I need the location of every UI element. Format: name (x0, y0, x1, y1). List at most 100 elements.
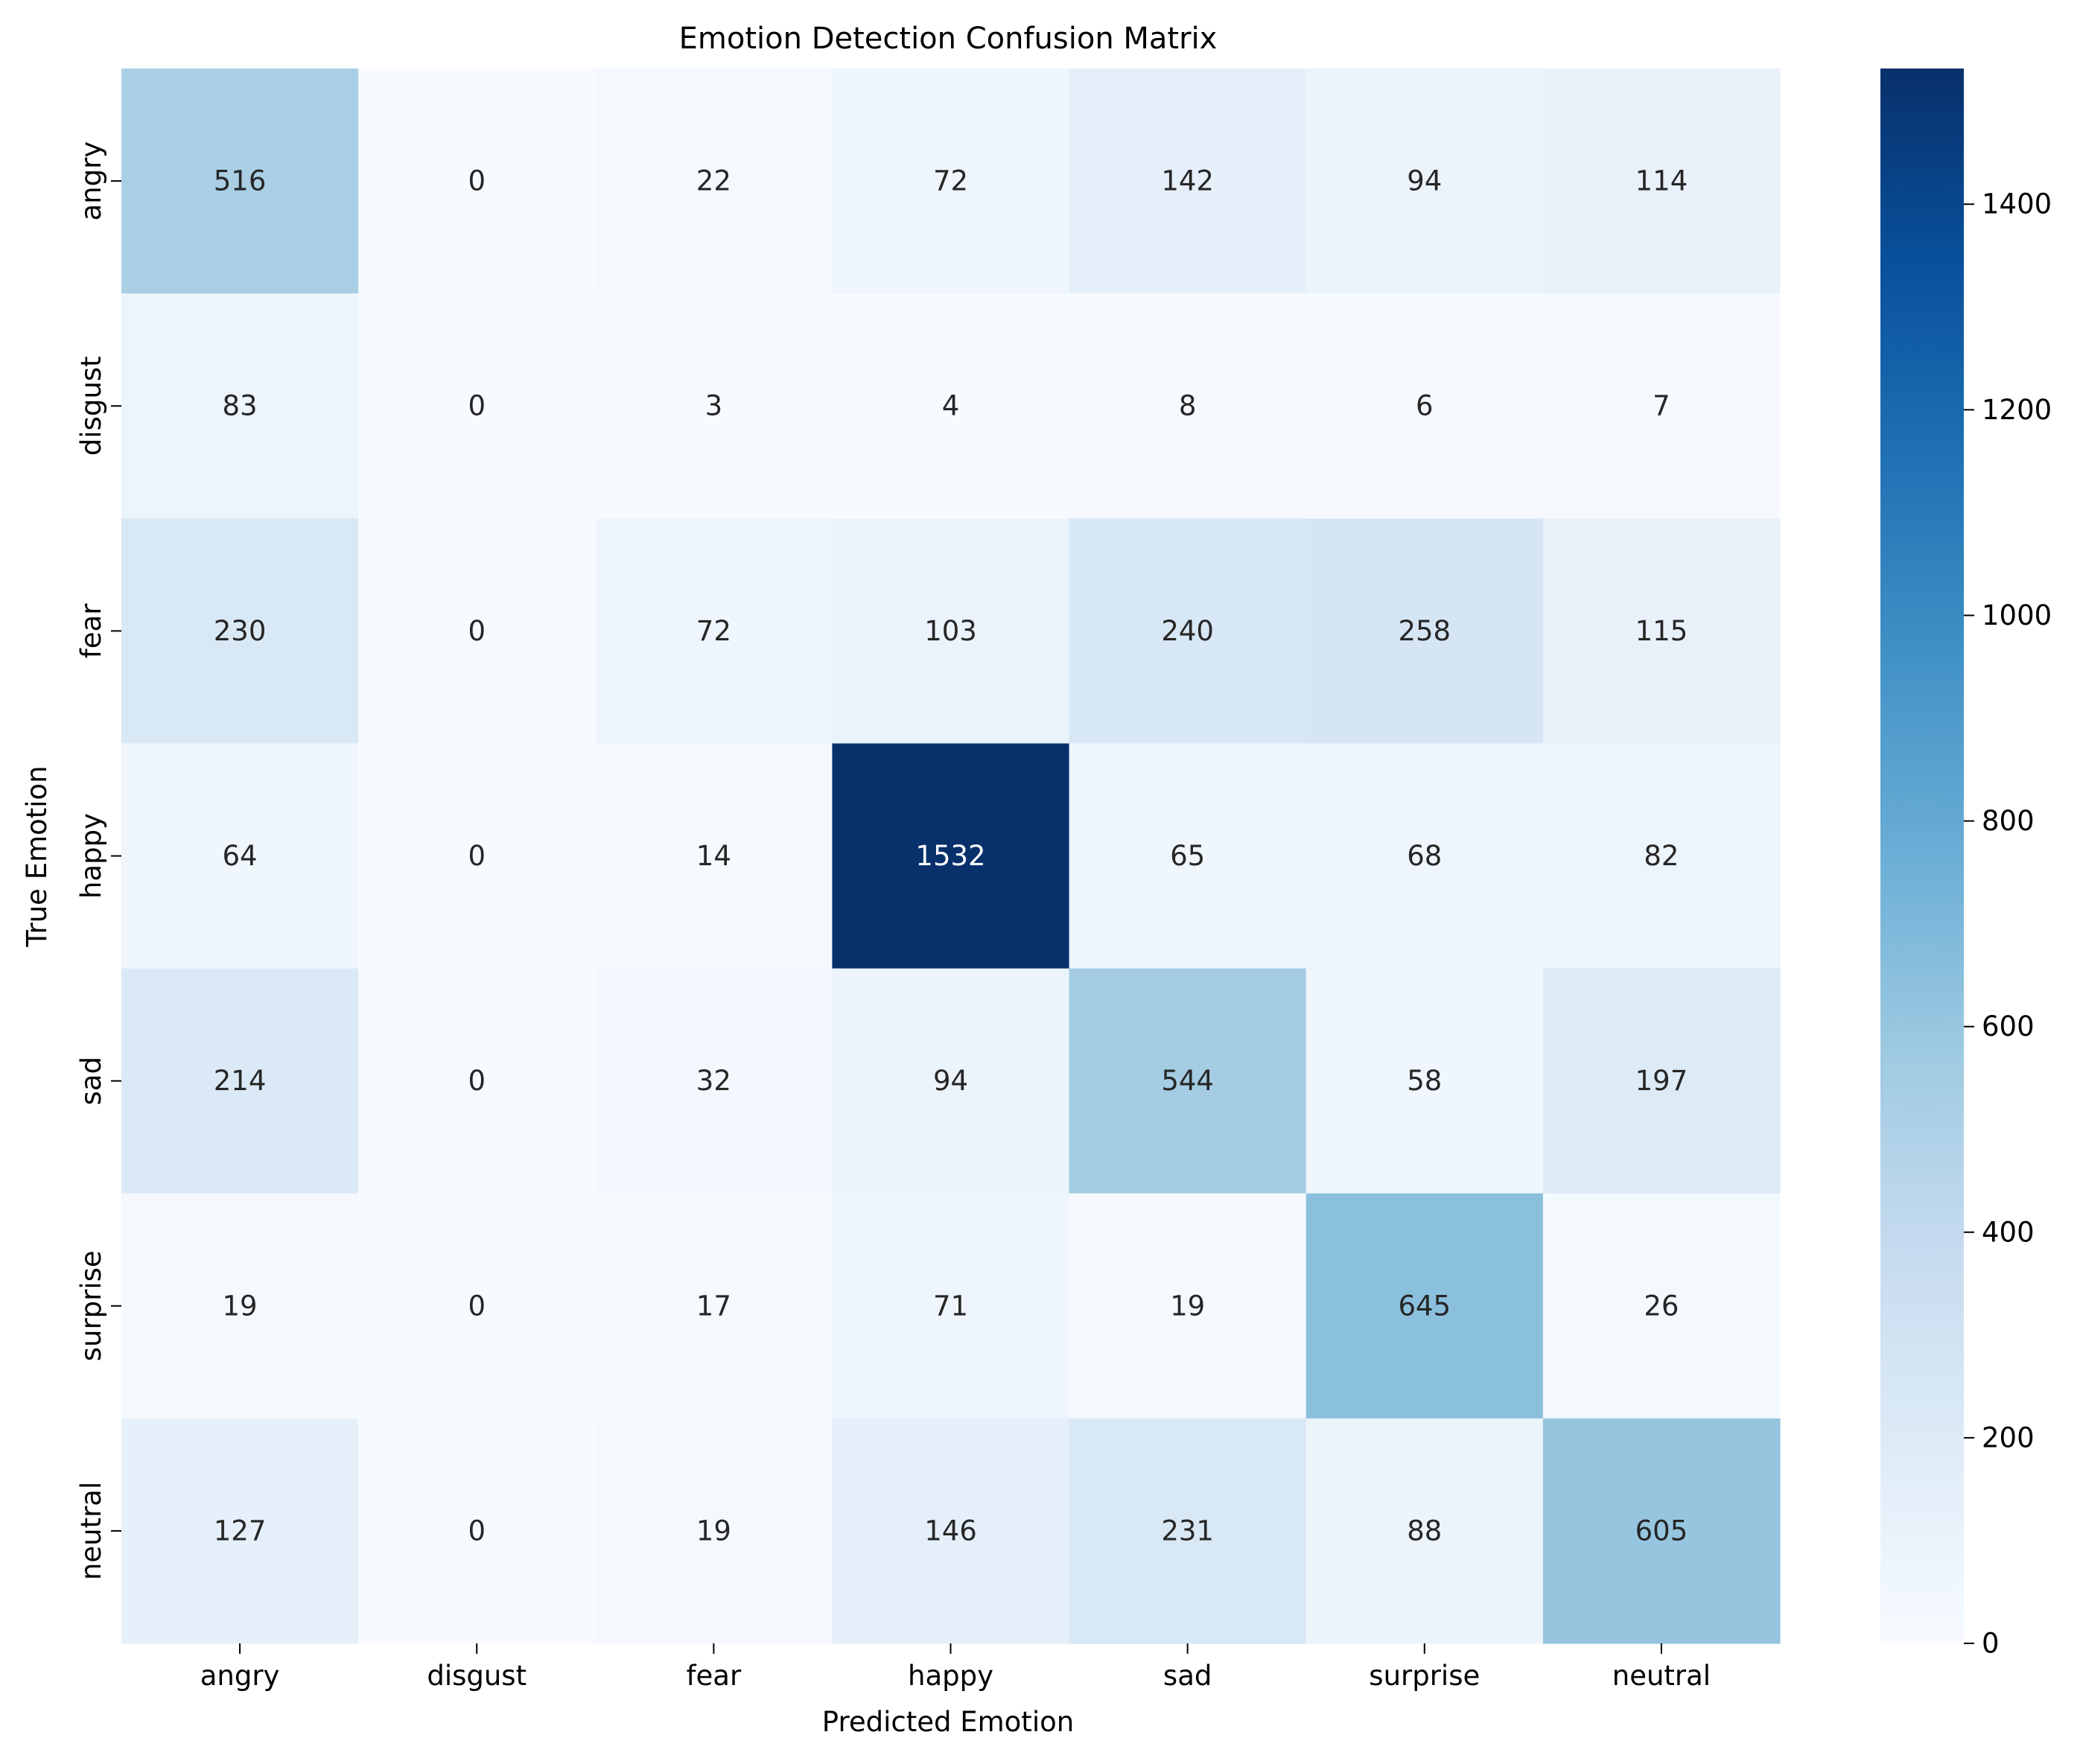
heatmap-cell (595, 69, 833, 294)
y-axis: angry disgust fear happy sad surprise neutral (75, 141, 121, 1580)
cell-value-label: 103 (924, 615, 977, 647)
heatmap-cell (595, 743, 833, 969)
cell-value-label: 231 (1161, 1515, 1214, 1547)
heatmap-cell (121, 293, 359, 519)
x-axis-label: Predicted Emotion (822, 1706, 1074, 1738)
colorbar (1880, 69, 1964, 1643)
y-tick-label: angry (75, 141, 107, 221)
heatmap-cell (121, 518, 359, 745)
cell-value-label: 94 (933, 1065, 968, 1097)
colorbar-tick-label: 1400 (1982, 188, 2052, 220)
colorbar-tick-label: 1200 (1982, 394, 2052, 426)
cell-value-label: 88 (1407, 1515, 1442, 1547)
cell-value-label: 127 (214, 1515, 267, 1547)
y-tick-label: surprise (75, 1250, 107, 1361)
cell-value-label: 605 (1635, 1515, 1688, 1547)
heatmap-cell (1305, 69, 1544, 294)
heatmap-cell (832, 1193, 1070, 1419)
heatmap-cell (1542, 69, 1781, 294)
heatmap-cell (121, 743, 359, 969)
heatmap-cell (832, 293, 1070, 519)
y-tick-label: disgust (75, 356, 107, 456)
cell-value-label: 142 (1161, 165, 1214, 197)
cell-value-label: 0 (468, 390, 486, 422)
cell-value-label: 19 (696, 1515, 731, 1547)
cell-value-label: 6 (1416, 390, 1434, 422)
y-tick-label: neutral (75, 1482, 107, 1580)
heatmap-cell (595, 968, 833, 1194)
cell-value-label: 8 (1179, 390, 1197, 422)
heatmap-cell (1542, 1418, 1781, 1644)
heatmap-cell (1542, 968, 1781, 1194)
cell-value-label: 17 (696, 1290, 731, 1322)
heatmap-cell (1305, 968, 1544, 1194)
colorbar-tick-label: 1000 (1982, 599, 2052, 631)
x-tick-label: disgust (427, 1660, 527, 1692)
cell-value-label: 14 (696, 840, 731, 872)
chart-title: Emotion Detection Confusion Matrix (679, 22, 1218, 56)
heatmap-cell (1305, 743, 1544, 969)
cell-value-label: 58 (1407, 1065, 1442, 1097)
colorbar-tick-label: 400 (1982, 1216, 2035, 1248)
heatmap-cell (358, 968, 596, 1194)
heatmap-cell (121, 1193, 359, 1419)
cell-value-label: 71 (933, 1290, 968, 1322)
heatmap-cell (1305, 1193, 1544, 1419)
cell-value-label: 72 (696, 615, 731, 647)
x-tick-label: happy (908, 1660, 993, 1692)
heatmap-grid: 516 0 22 72 142 94 114 83 0 3 4 8 6 7 230 0 72 103 240 258 1… (121, 69, 1781, 1644)
cell-value-label: 32 (696, 1065, 731, 1097)
cell-value-label: 7 (1653, 390, 1670, 422)
heatmap-cell (595, 1193, 833, 1419)
colorbar-ticks: 0 200 400 600 800 1000 1200 1400 (1964, 188, 2052, 1660)
heatmap-cell (832, 968, 1070, 1194)
heatmap-cell (1069, 293, 1307, 519)
cell-value-label: 19 (223, 1290, 258, 1322)
heatmap-cell (832, 518, 1070, 745)
cell-value-label: 230 (214, 615, 267, 647)
cell-value-label: 115 (1635, 615, 1688, 647)
cell-value-label: 197 (1635, 1065, 1688, 1097)
heatmap-cell (121, 968, 359, 1194)
heatmap-cell (1305, 293, 1544, 519)
cell-value-label: 1532 (915, 840, 985, 872)
heatmap-cell (358, 518, 596, 745)
heatmap-cell (358, 293, 596, 519)
heatmap-cell (1305, 518, 1544, 745)
cell-value-label: 68 (1407, 840, 1442, 872)
heatmap-cell (1542, 743, 1781, 969)
colorbar-tick-label: 600 (1982, 1010, 2035, 1042)
cell-value-label: 22 (696, 165, 731, 197)
cell-value-label: 214 (214, 1065, 267, 1097)
heatmap-cell (1542, 293, 1781, 519)
heatmap-cell (1069, 968, 1307, 1194)
cell-value-label: 544 (1161, 1065, 1214, 1097)
cell-value-label: 240 (1161, 615, 1214, 647)
heatmap-cell (358, 1193, 596, 1419)
y-axis-label: True Emotion (21, 765, 53, 947)
heatmap-cell (595, 293, 833, 519)
heatmap-cell (595, 1418, 833, 1644)
heatmap-cell (358, 69, 596, 294)
heatmap-cell (1542, 1193, 1781, 1419)
cell-value-label: 19 (1170, 1290, 1205, 1322)
cell-value-label: 64 (223, 840, 258, 872)
colorbar-tick-label: 0 (1982, 1628, 2000, 1660)
heatmap-cell (121, 1418, 359, 1644)
cell-value-label: 146 (924, 1515, 977, 1547)
cell-value-label: 82 (1644, 840, 1679, 872)
cell-value-label: 94 (1407, 165, 1442, 197)
heatmap-cell (1069, 518, 1307, 745)
heatmap-cell (1069, 1418, 1307, 1644)
colorbar-tick-label: 800 (1982, 805, 2035, 837)
colorbar-tick-label: 200 (1982, 1421, 2035, 1453)
cell-value-label: 4 (942, 390, 960, 422)
x-axis: angry disgust fear happy sad surprise neutral (200, 1643, 1711, 1692)
heatmap-cell (121, 69, 359, 294)
y-tick-label: happy (75, 813, 107, 899)
heatmap-cell (1069, 69, 1307, 294)
heatmap-cell (832, 1418, 1070, 1644)
x-tick-label: sad (1163, 1660, 1212, 1692)
x-tick-label: angry (200, 1660, 280, 1692)
